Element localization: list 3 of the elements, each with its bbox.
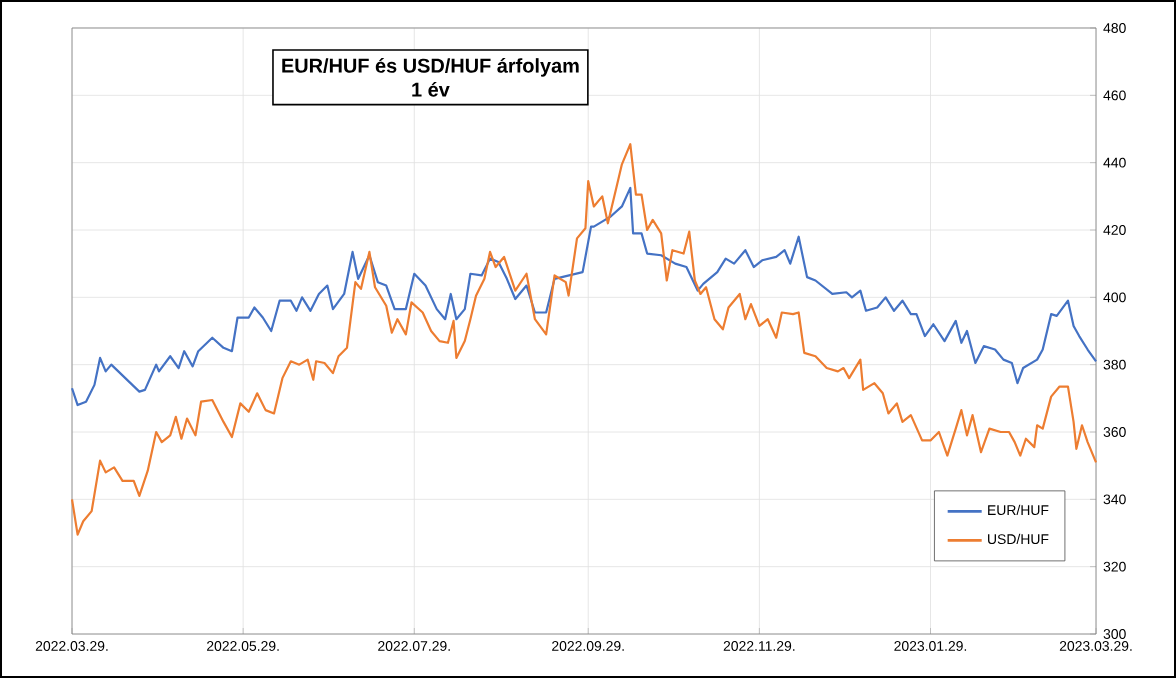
text: 1 év xyxy=(412,81,450,97)
line-series xyxy=(70,143,1098,536)
text: EUR/HUF és USD/HUF árfolyam xyxy=(282,57,579,77)
